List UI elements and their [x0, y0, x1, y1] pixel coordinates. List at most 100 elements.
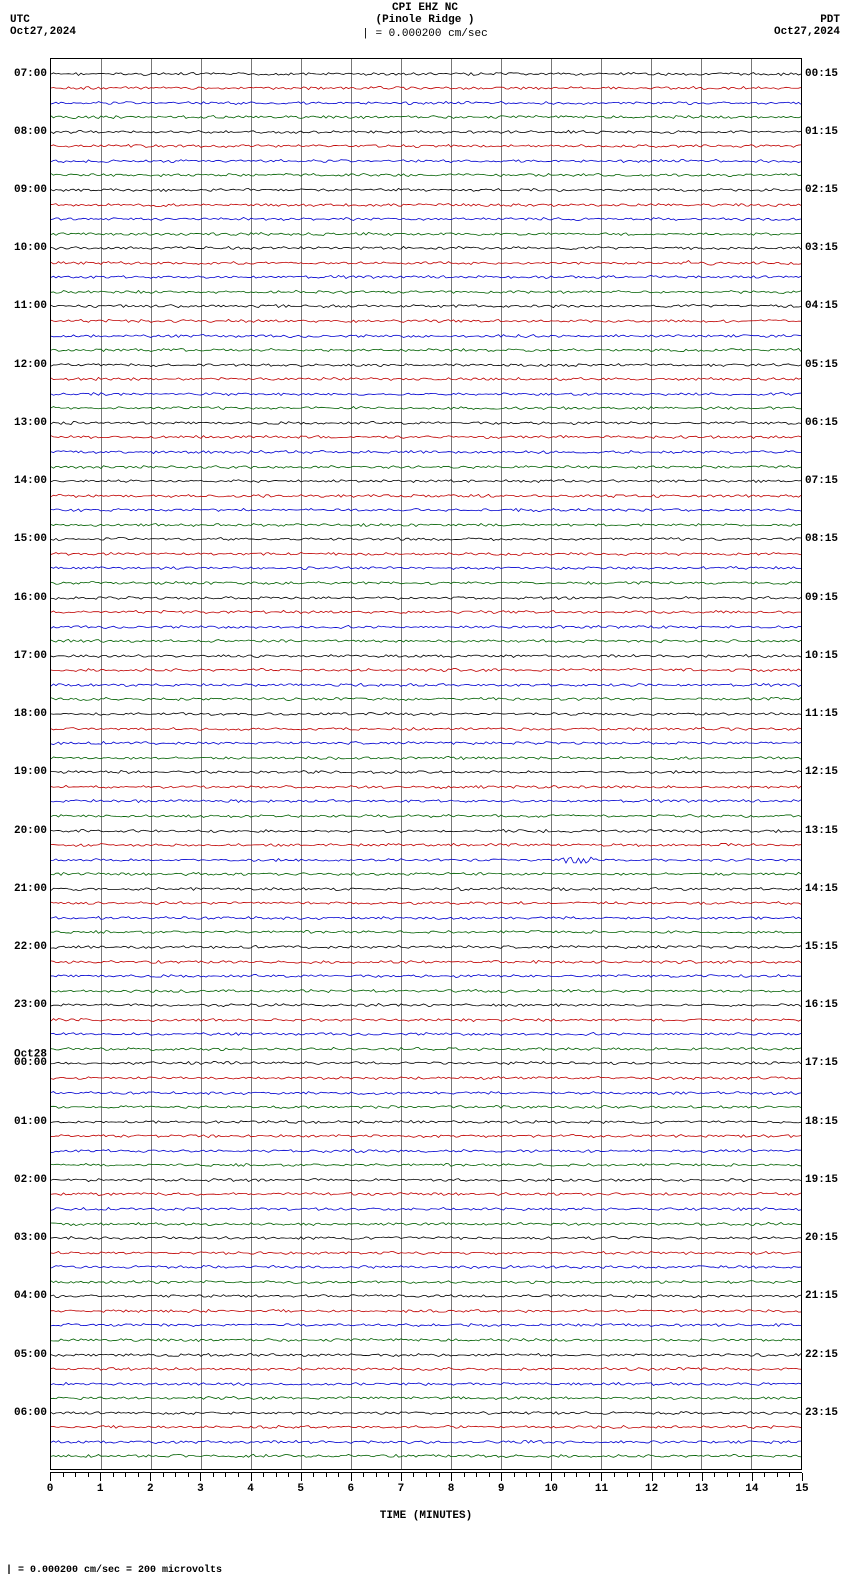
trace	[51, 1209, 801, 1210]
trace	[51, 1151, 801, 1152]
trace	[51, 656, 801, 657]
pdt-hour-label: 13:15	[801, 825, 838, 837]
pdt-hour-label: 17:15	[801, 1057, 838, 1069]
trace	[51, 1456, 801, 1457]
trace	[51, 612, 801, 613]
trace	[51, 525, 801, 526]
trace	[51, 350, 801, 351]
date-right: Oct27,2024	[774, 26, 840, 38]
pdt-hour-label: 22:15	[801, 1349, 838, 1361]
x-tick-label: 11	[595, 1483, 608, 1495]
x-tick-label: 7	[398, 1483, 405, 1495]
utc-hour-label: 11:00	[14, 300, 51, 312]
utc-hour-label: 16:00	[14, 592, 51, 604]
utc-hour-label: 00:00	[14, 1057, 51, 1069]
trace	[51, 874, 801, 875]
pdt-hour-label: 16:15	[801, 999, 838, 1011]
seismogram-plot: 07:0008:0009:0010:0011:0012:0013:0014:00…	[50, 58, 802, 1470]
utc-hour-label: 15:00	[14, 533, 51, 545]
trace	[51, 962, 801, 963]
trace	[51, 1049, 801, 1050]
trace	[51, 365, 801, 366]
x-tick-label: 0	[47, 1483, 54, 1495]
trace	[51, 292, 801, 293]
trace	[51, 758, 801, 759]
x-axis-title: TIME (MINUTES)	[50, 1510, 802, 1522]
x-axis: 0123456789101112131415 TIME (MINUTES)	[50, 1472, 802, 1532]
trace	[51, 336, 801, 337]
utc-hour-label: 06:00	[14, 1407, 51, 1419]
trace	[51, 1122, 801, 1123]
trace	[51, 146, 801, 147]
trace	[51, 670, 801, 671]
x-tick-label: 12	[645, 1483, 658, 1495]
x-tick-label: 13	[695, 1483, 708, 1495]
trace	[51, 496, 801, 497]
utc-hour-label: 21:00	[14, 883, 51, 895]
pdt-hour-label: 15:15	[801, 941, 838, 953]
pdt-hour-label: 07:15	[801, 475, 838, 487]
trace	[51, 714, 801, 715]
trace	[51, 1238, 801, 1239]
trace	[51, 1296, 801, 1297]
trace	[51, 481, 801, 482]
trace	[51, 1413, 801, 1414]
trace	[51, 568, 801, 569]
pdt-hour-label: 00:15	[801, 68, 838, 80]
utc-hour-label: 08:00	[14, 126, 51, 138]
trace	[51, 903, 801, 904]
utc-hour-label: 17:00	[14, 650, 51, 662]
trace	[51, 918, 801, 919]
utc-hour-label: 10:00	[14, 242, 51, 254]
utc-hour-label: 23:00	[14, 999, 51, 1011]
trace	[51, 103, 801, 104]
trace	[51, 379, 801, 380]
trace	[51, 1165, 801, 1166]
trace	[51, 234, 801, 235]
pdt-hour-label: 08:15	[801, 533, 838, 545]
pdt-hour-label: 04:15	[801, 300, 838, 312]
utc-hour-label: 02:00	[14, 1174, 51, 1186]
trace	[51, 1282, 801, 1283]
trace	[51, 889, 801, 890]
trace	[51, 1093, 801, 1094]
pdt-hour-label: 05:15	[801, 359, 838, 371]
footer-scale: | = 0.000200 cm/sec = 200 microvolts	[6, 1565, 222, 1576]
trace	[51, 74, 801, 75]
trace	[51, 1136, 801, 1137]
trace	[51, 787, 801, 788]
x-tick-label: 9	[498, 1483, 505, 1495]
trace	[51, 394, 801, 395]
trace	[51, 539, 801, 540]
x-tick-label: 4	[247, 1483, 254, 1495]
trace	[51, 219, 801, 220]
pdt-hour-label: 20:15	[801, 1232, 838, 1244]
utc-hour-label: 18:00	[14, 708, 51, 720]
x-tick-label: 14	[745, 1483, 758, 1495]
trace	[51, 1253, 801, 1254]
trace	[51, 1180, 801, 1181]
utc-hour-label: 12:00	[14, 359, 51, 371]
trace	[51, 1020, 801, 1021]
trace	[51, 845, 801, 846]
scale-note: | = 0.000200 cm/sec	[0, 28, 850, 40]
trace	[51, 132, 801, 133]
trace	[51, 1078, 801, 1079]
trace	[51, 467, 801, 468]
date-left: Oct27,2024	[10, 26, 76, 38]
trace	[51, 1427, 801, 1428]
trace	[51, 1384, 801, 1385]
utc-hour-label: 07:00	[14, 68, 51, 80]
trace	[51, 1224, 801, 1225]
trace	[51, 88, 801, 89]
pdt-hour-label: 11:15	[801, 708, 838, 720]
utc-hour-label: 20:00	[14, 825, 51, 837]
pdt-hour-label: 10:15	[801, 650, 838, 662]
trace	[51, 1369, 801, 1370]
pdt-hour-label: 12:15	[801, 766, 838, 778]
trace	[51, 1442, 801, 1443]
trace	[51, 641, 801, 642]
pdt-hour-label: 18:15	[801, 1116, 838, 1128]
x-tick-label: 15	[795, 1483, 808, 1495]
trace	[51, 685, 801, 686]
